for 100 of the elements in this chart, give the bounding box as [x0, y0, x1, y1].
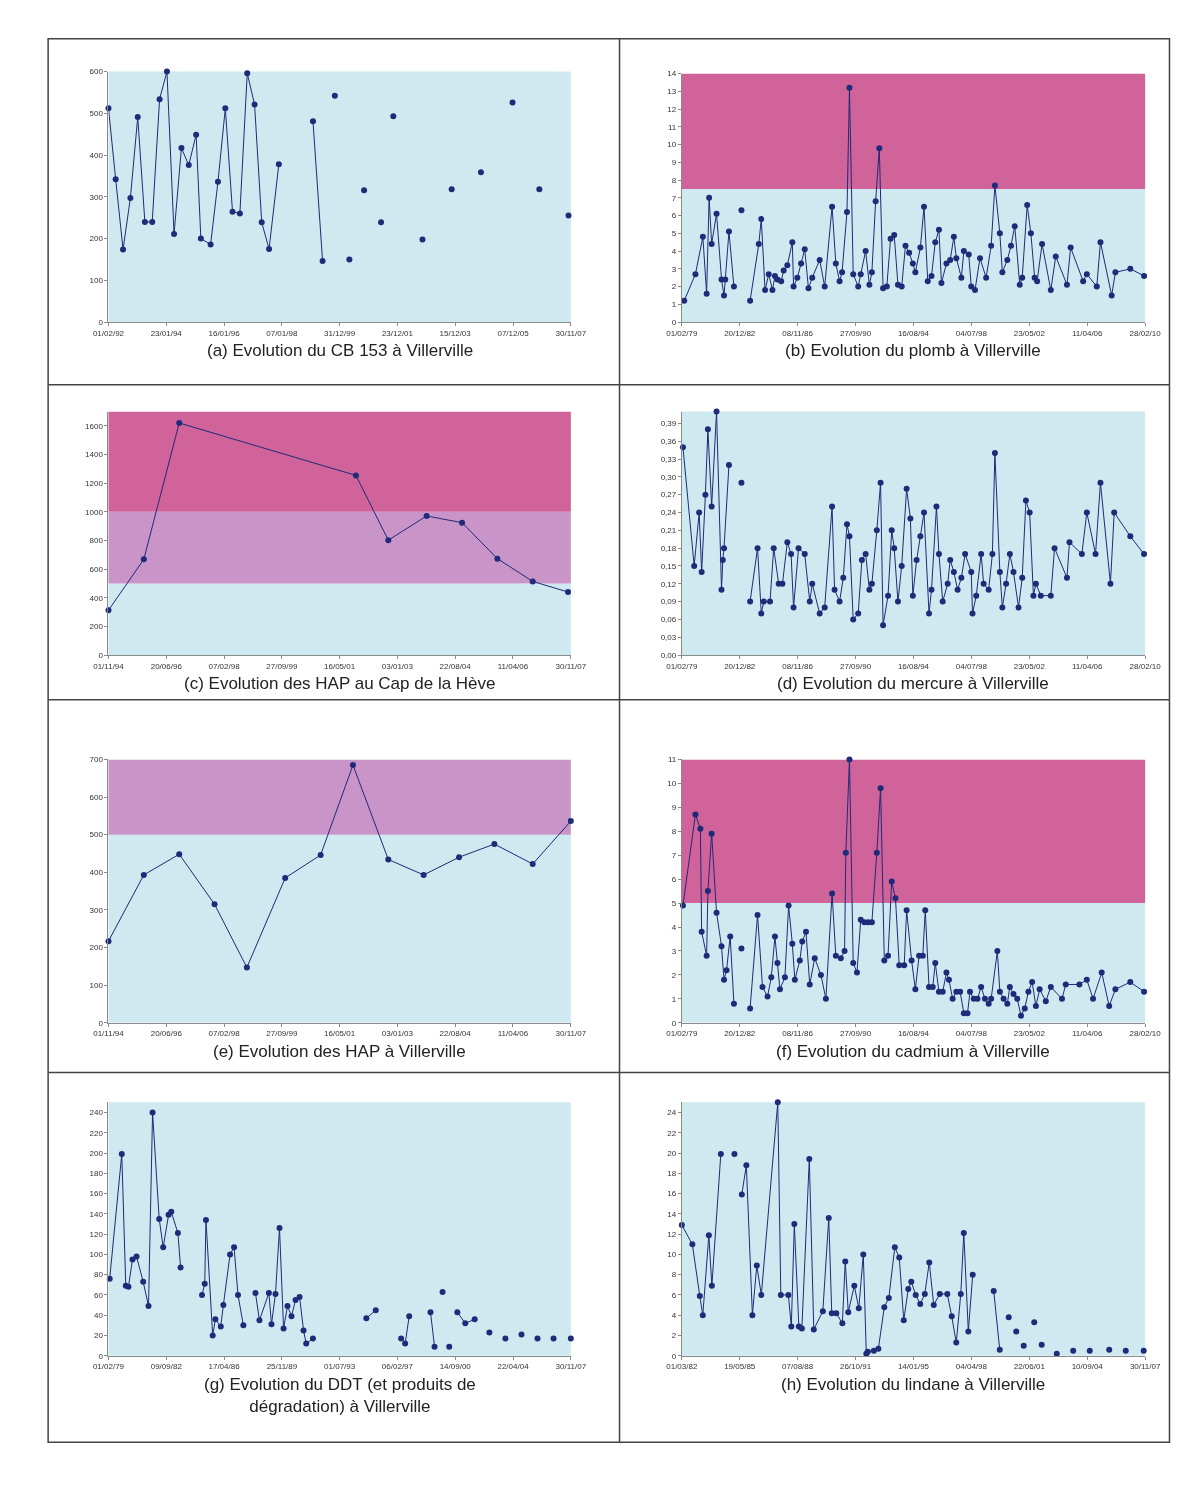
x-tick-label: 04/07/98	[955, 661, 988, 671]
y-tick-label: 500	[89, 109, 104, 119]
y-tick-label: 6	[671, 874, 677, 884]
y-tick-label: 4	[671, 922, 677, 932]
y-tick-label: 100	[89, 980, 104, 990]
x-tick-label: 04/07/98	[955, 328, 988, 338]
x-tick-label: 08/11/86	[782, 328, 814, 338]
y-tick-label: 1200	[85, 478, 104, 488]
x-tick-label: 11/04/06	[1071, 328, 1104, 338]
y-tick-label: 0	[98, 1351, 104, 1361]
x-tick-label: 22/06/01	[1013, 1362, 1046, 1372]
x-tick-label: 22/08/04	[439, 1029, 472, 1039]
y-tick-label: 2	[671, 282, 677, 292]
x-tick-label: 30/11/07	[555, 661, 587, 671]
x-tick-label: 27/09/90	[839, 661, 872, 671]
x-tick-label: 01/02/79	[666, 328, 698, 338]
y-tick-label: 18	[667, 1169, 677, 1179]
y-tick-label: 9	[671, 158, 677, 168]
x-tick-label: 08/11/86	[782, 661, 814, 671]
x-tick-label: 23/05/02	[1013, 661, 1046, 671]
y-tick-label: 600	[89, 67, 104, 77]
y-tick-label: 600	[89, 564, 104, 574]
y-tick-label: 8	[671, 175, 677, 185]
x-tick-label: 15/12/03	[439, 328, 472, 338]
y-tick-label: 1600	[85, 421, 104, 431]
y-tick-label: 0	[98, 1018, 104, 1028]
x-tick-label: 25/11/89	[266, 1362, 298, 1372]
x-tick-label: 10/09/04	[1071, 1362, 1104, 1372]
y-tick-label: 0,18	[660, 543, 677, 553]
x-tick-label: 23/05/02	[1013, 328, 1046, 338]
x-tick-label: 16/01/96	[208, 328, 241, 338]
y-tick-label: 0,09	[660, 597, 677, 607]
y-tick-label: 240	[89, 1108, 104, 1118]
x-tick-label: 01/11/94	[93, 661, 125, 671]
x-tick-label: 03/01/03	[381, 661, 414, 671]
x-tick-label: 16/08/94	[897, 1029, 930, 1039]
x-tick-label: 28/02/10	[1129, 328, 1162, 338]
x-tick-label: 19/05/85	[724, 1362, 756, 1372]
y-tick-label: 0,36	[660, 437, 677, 447]
x-tick-label: 06/02/97	[381, 1362, 414, 1372]
x-tick-label: 07/02/98	[208, 1029, 241, 1039]
x-tick-label: 27/09/90	[839, 328, 872, 338]
y-tick-label: 1000	[85, 507, 104, 517]
y-tick-label: 140	[89, 1209, 104, 1219]
x-tick-label: 17/04/86	[208, 1362, 241, 1372]
x-tick-label: 22/08/04	[439, 661, 472, 671]
text: (d) Evolution du mercure à Villerville	[777, 674, 1049, 693]
x-tick-label: 30/11/07	[1129, 1362, 1161, 1372]
y-tick-label: 20	[93, 1331, 104, 1341]
y-tick-label: 10	[667, 779, 677, 789]
y-tick-label: 400	[89, 868, 104, 878]
y-tick-label: 200	[89, 234, 104, 244]
text: (c) Evolution des HAP au Cap de la Hève	[184, 674, 496, 693]
text: (a) Evolution du CB 153 à Villerville	[207, 341, 474, 360]
text: (f) Evolution du cadmium à Villerville	[776, 1042, 1050, 1061]
text: (e) Evolution des HAP à Villerville	[213, 1042, 466, 1061]
x-tick-label: 01/07/93	[324, 1362, 356, 1372]
x-tick-label: 20/12/82	[724, 328, 756, 338]
y-tick-label: 4	[671, 246, 677, 256]
x-tick-label: 30/11/07	[555, 328, 587, 338]
x-tick-label: 27/09/99	[266, 1029, 298, 1039]
y-tick-label: 14	[667, 69, 677, 79]
y-tick-label: 5	[671, 229, 677, 239]
y-tick-label: 2	[671, 1331, 677, 1341]
x-tick-label: 11/04/06	[1071, 1029, 1104, 1039]
y-tick-label: 40	[93, 1311, 104, 1321]
x-tick-label: 22/04/04	[497, 1362, 530, 1372]
y-tick-label: 0	[98, 317, 104, 327]
y-tick-label: 2	[671, 970, 677, 980]
y-tick-label: 180	[89, 1169, 104, 1179]
y-tick-label: 200	[89, 943, 104, 953]
x-tick-label: 23/01/94	[150, 328, 183, 338]
y-tick-label: 200	[89, 622, 104, 632]
x-tick-label: 01/03/82	[666, 1362, 698, 1372]
y-tick-label: 4	[671, 1311, 677, 1321]
y-tick-label: 400	[89, 150, 104, 160]
x-tick-label: 01/02/79	[92, 1362, 125, 1372]
x-tick-label: 04/04/98	[955, 1362, 988, 1372]
x-tick-label: 16/08/94	[897, 328, 930, 338]
y-tick-label: 1	[671, 994, 677, 1004]
y-tick-label: 11	[667, 122, 677, 132]
y-tick-label: 8	[671, 827, 677, 837]
x-tick-label: 20/06/96	[150, 661, 183, 671]
x-tick-label: 03/01/03	[381, 1029, 414, 1039]
y-tick-label: 0,00	[660, 650, 677, 660]
y-tick-label: 0	[671, 317, 677, 327]
x-tick-label: 16/08/94	[897, 661, 930, 671]
y-tick-label: 300	[89, 905, 104, 915]
x-tick-label: 07/12/05	[497, 328, 530, 338]
y-tick-label: 13	[667, 87, 677, 97]
y-tick-label: 100	[89, 276, 104, 286]
y-tick-label: 500	[89, 830, 104, 840]
y-tick-label: 100	[89, 1250, 104, 1260]
x-tick-label: 16/05/01	[324, 1029, 356, 1039]
y-tick-label: 1400	[85, 450, 104, 460]
y-tick-label: 0,06	[660, 615, 677, 625]
y-tick-label: 0,03	[660, 633, 677, 643]
y-tick-label: 0,27	[660, 490, 677, 500]
x-tick-label: 14/09/00	[439, 1362, 472, 1372]
x-tick-label: 20/12/82	[724, 661, 756, 671]
